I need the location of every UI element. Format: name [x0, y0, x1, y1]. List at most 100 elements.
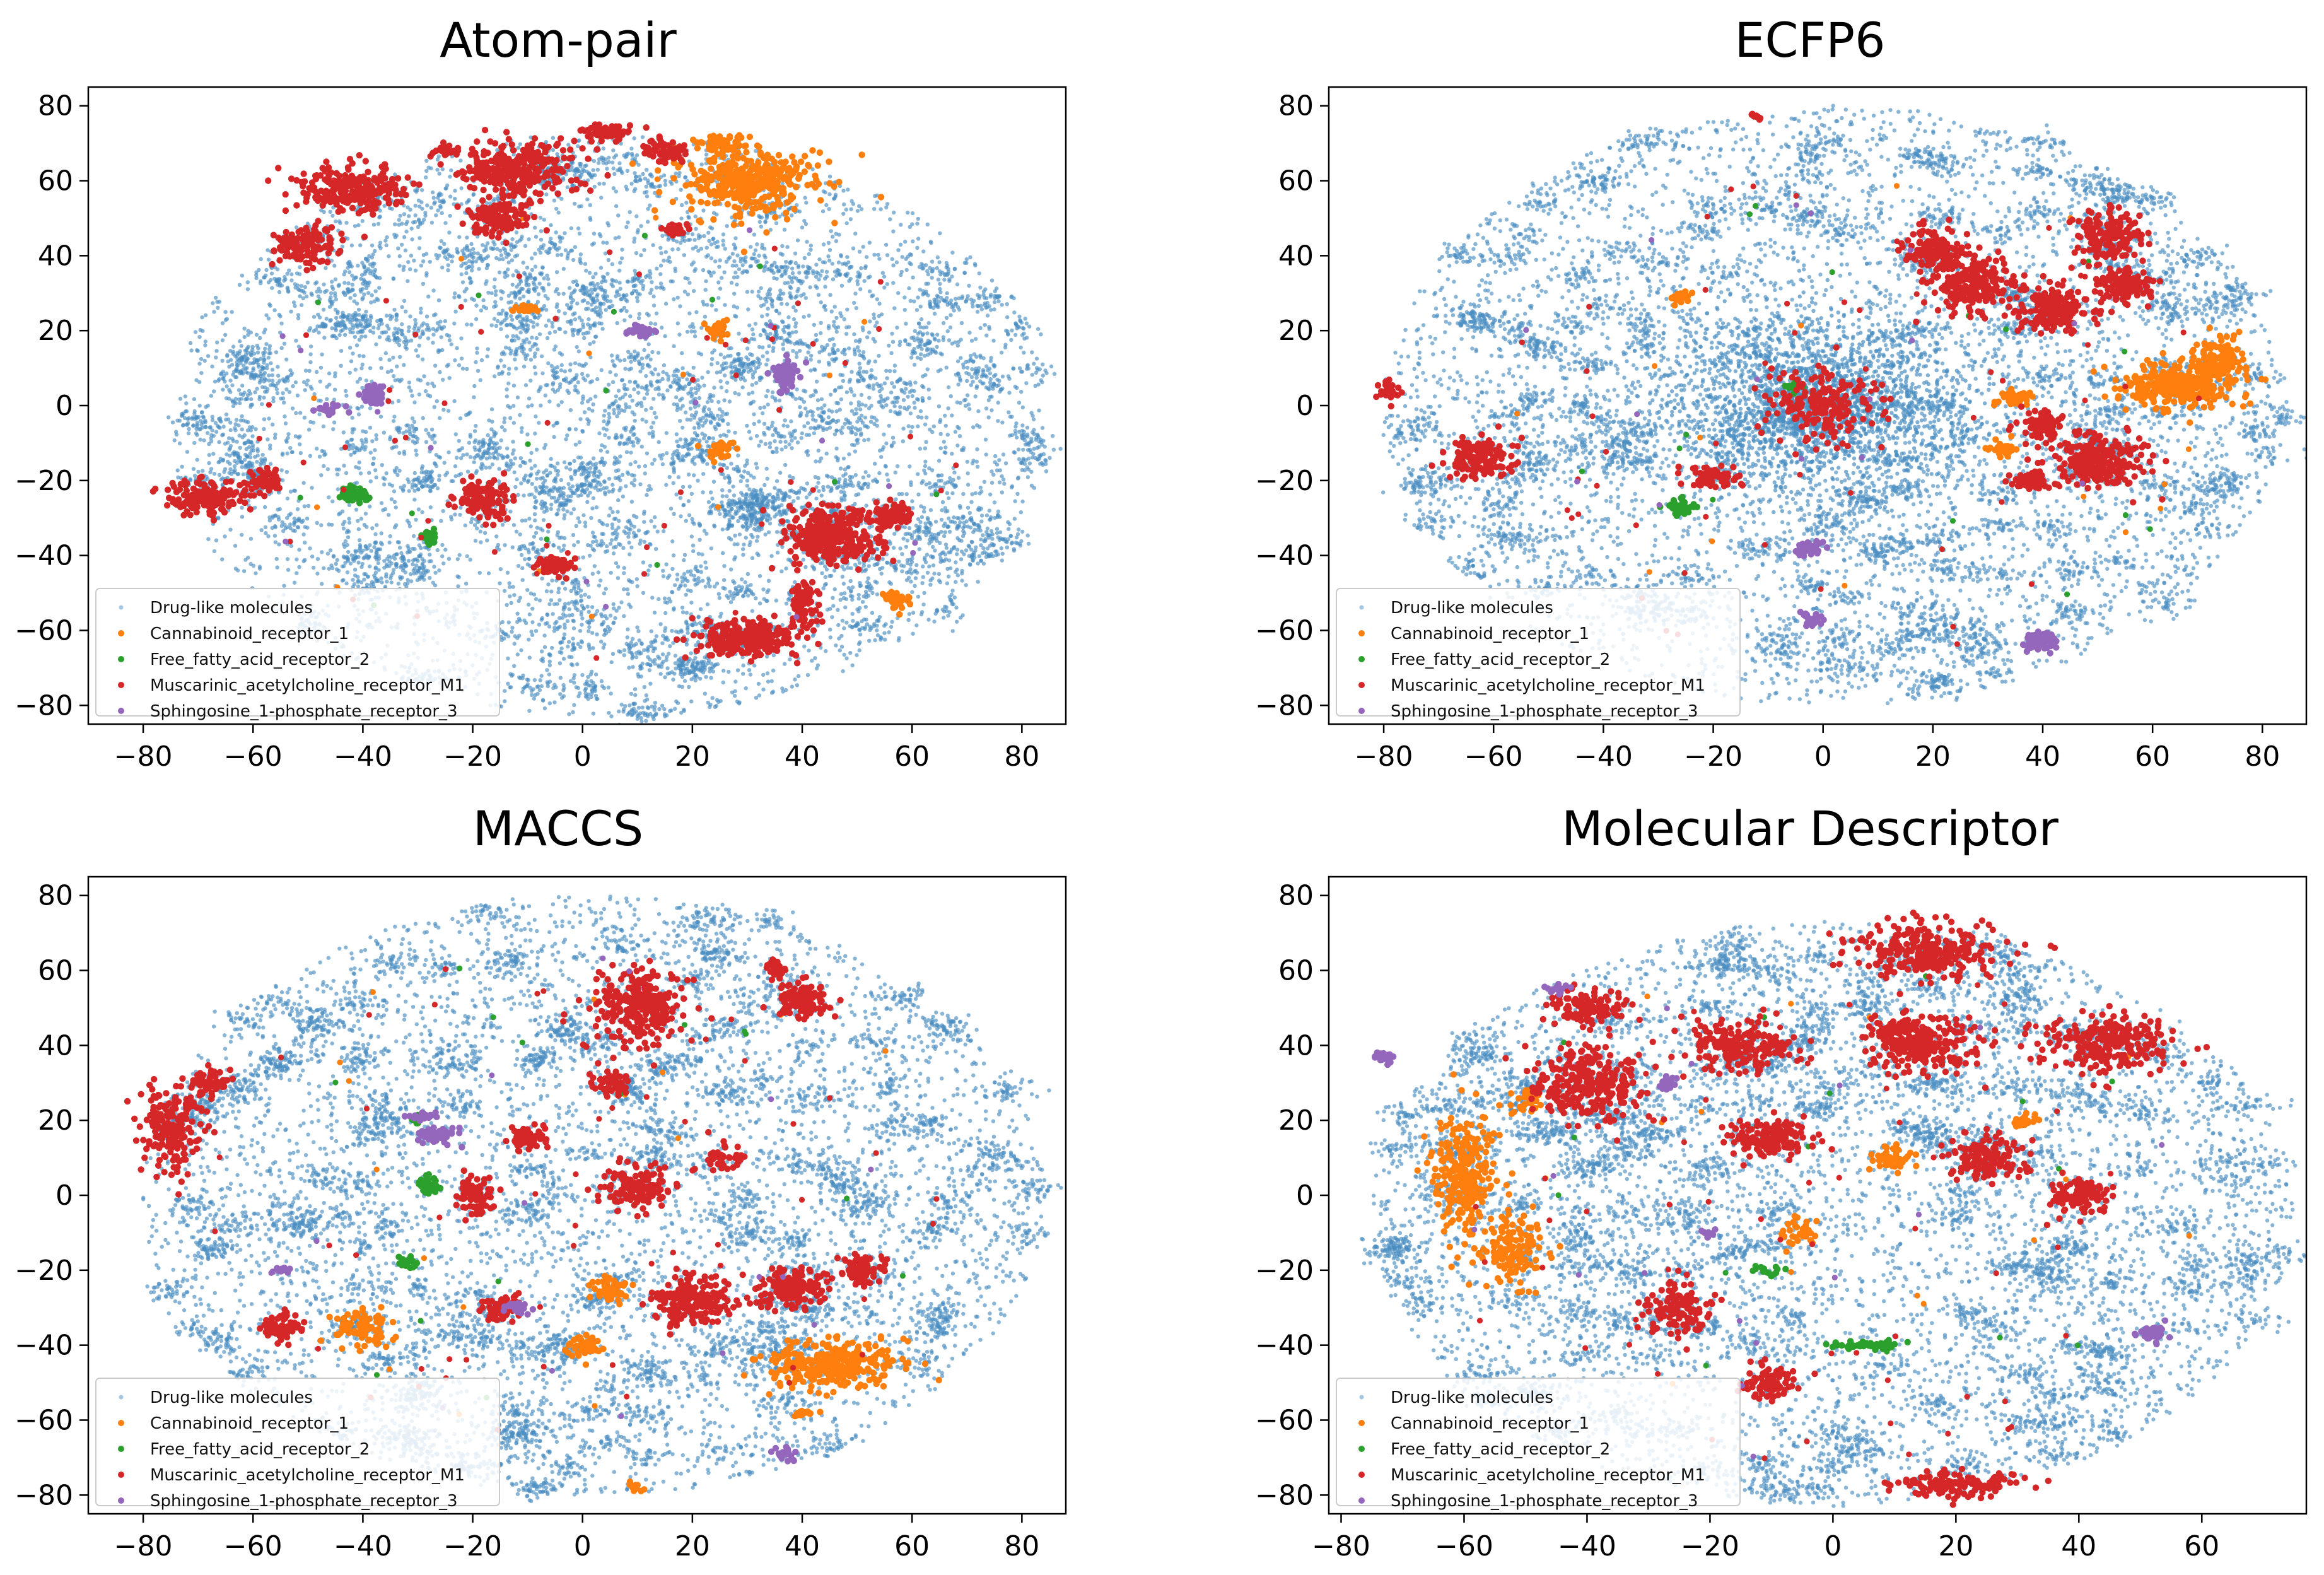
point-drug-like: [854, 493, 858, 498]
point-drug-like: [510, 545, 515, 549]
point-drug-like: [414, 448, 418, 453]
point-drug-like: [664, 658, 669, 662]
point-drug-like: [856, 349, 861, 353]
point-drug-like: [778, 440, 783, 444]
point-drug-like: [733, 430, 737, 435]
point-drug-like: [810, 410, 815, 414]
point-drug-like: [943, 450, 948, 455]
point-drug-like: [663, 179, 668, 184]
point-drug-like: [1031, 414, 1035, 418]
point-drug-like: [638, 541, 642, 546]
point-drug-like: [853, 291, 858, 296]
point-drug-like: [523, 557, 527, 561]
point-drug-like: [577, 204, 581, 209]
point-drug-like: [711, 479, 716, 484]
point-drug-like: [353, 293, 357, 298]
point-drug-like: [977, 554, 982, 558]
point-drug-like: [522, 351, 526, 356]
point-drug-like: [674, 432, 679, 436]
point-drug-like: [1012, 517, 1017, 521]
point-drug-like: [825, 607, 830, 612]
point-drug-like: [534, 414, 538, 419]
point-drug-like: [635, 625, 639, 629]
point-drug-like: [475, 346, 479, 351]
point-drug-like: [301, 559, 306, 563]
point-drug-like: [910, 394, 914, 399]
point-drug-like: [200, 315, 204, 320]
point-drug-like: [616, 498, 621, 503]
point-drug-like: [683, 583, 687, 588]
point-drug-like: [942, 534, 947, 539]
point-drug-like: [341, 526, 346, 531]
point-drug-like: [896, 248, 901, 252]
point-drug-like: [604, 308, 608, 312]
point-drug-like: [950, 491, 955, 496]
point-drug-like: [660, 703, 665, 708]
point-drug-like: [894, 260, 899, 265]
point-drug-like: [522, 365, 527, 369]
point-drug-like: [340, 244, 345, 249]
point-drug-like: [801, 558, 805, 562]
point-drug-like: [964, 583, 968, 587]
point-drug-like: [776, 496, 781, 501]
point-drug-like: [663, 302, 669, 306]
point-drug-like: [610, 532, 615, 536]
point-drug-like: [357, 538, 362, 542]
point-drug-like: [627, 541, 631, 545]
point-drug-like: [397, 546, 402, 550]
point-drug-like: [192, 440, 197, 445]
point-drug-like: [607, 155, 611, 160]
point-drug-like: [191, 467, 196, 471]
point-drug-like: [1042, 445, 1047, 449]
point-drug-like: [670, 456, 675, 460]
point-drug-like: [629, 545, 634, 550]
point-drug-like: [870, 556, 874, 561]
point-drug-like: [647, 668, 652, 672]
point-drug-like: [877, 313, 881, 319]
point-drug-like: [756, 681, 761, 686]
point-drug-like: [686, 292, 691, 296]
point-drug-like: [450, 259, 454, 264]
point-drug-like: [856, 592, 861, 597]
point-drug-like: [428, 505, 433, 510]
point-drug-like: [299, 284, 304, 288]
point-drug-like: [1010, 328, 1014, 333]
point-drug-like: [578, 164, 583, 168]
point-drug-like: [992, 500, 997, 505]
point-drug-like: [518, 456, 523, 460]
point-drug-like: [698, 676, 703, 681]
point-drug-like: [605, 240, 609, 245]
point-drug-like: [409, 226, 414, 231]
point-drug-like: [602, 182, 606, 186]
point-drug-like: [1058, 447, 1063, 451]
point-drug-like: [943, 413, 947, 418]
point-drug-like: [668, 260, 672, 264]
point-drug-like: [1006, 374, 1011, 378]
point-drug-like: [406, 279, 410, 283]
point-drug-like: [535, 322, 540, 327]
point-drug-like: [937, 338, 941, 343]
point-drug-like: [207, 453, 211, 457]
point-drug-like: [614, 294, 618, 298]
point-drug-like: [802, 644, 807, 649]
point-drug-like: [353, 335, 357, 339]
point-drug-like: [762, 405, 767, 409]
point-drug-like: [884, 368, 889, 373]
point-drug-like: [783, 445, 788, 449]
point-drug-like: [737, 392, 741, 397]
point-drug-like: [657, 664, 662, 669]
point-drug-like: [935, 332, 940, 337]
point-drug-like: [353, 276, 358, 280]
point-drug-like: [198, 327, 202, 332]
point-drug-like: [587, 609, 591, 614]
point-drug-like: [518, 330, 523, 335]
point-drug-like: [308, 352, 313, 356]
point-drug-like: [624, 405, 629, 410]
point-drug-like: [616, 510, 620, 514]
point-drug-like: [871, 383, 876, 388]
point-drug-like: [543, 393, 547, 398]
point-drug-like: [721, 243, 726, 247]
point-drug-like: [646, 342, 651, 346]
point-drug-like: [847, 346, 851, 351]
point-drug-like: [272, 534, 277, 538]
